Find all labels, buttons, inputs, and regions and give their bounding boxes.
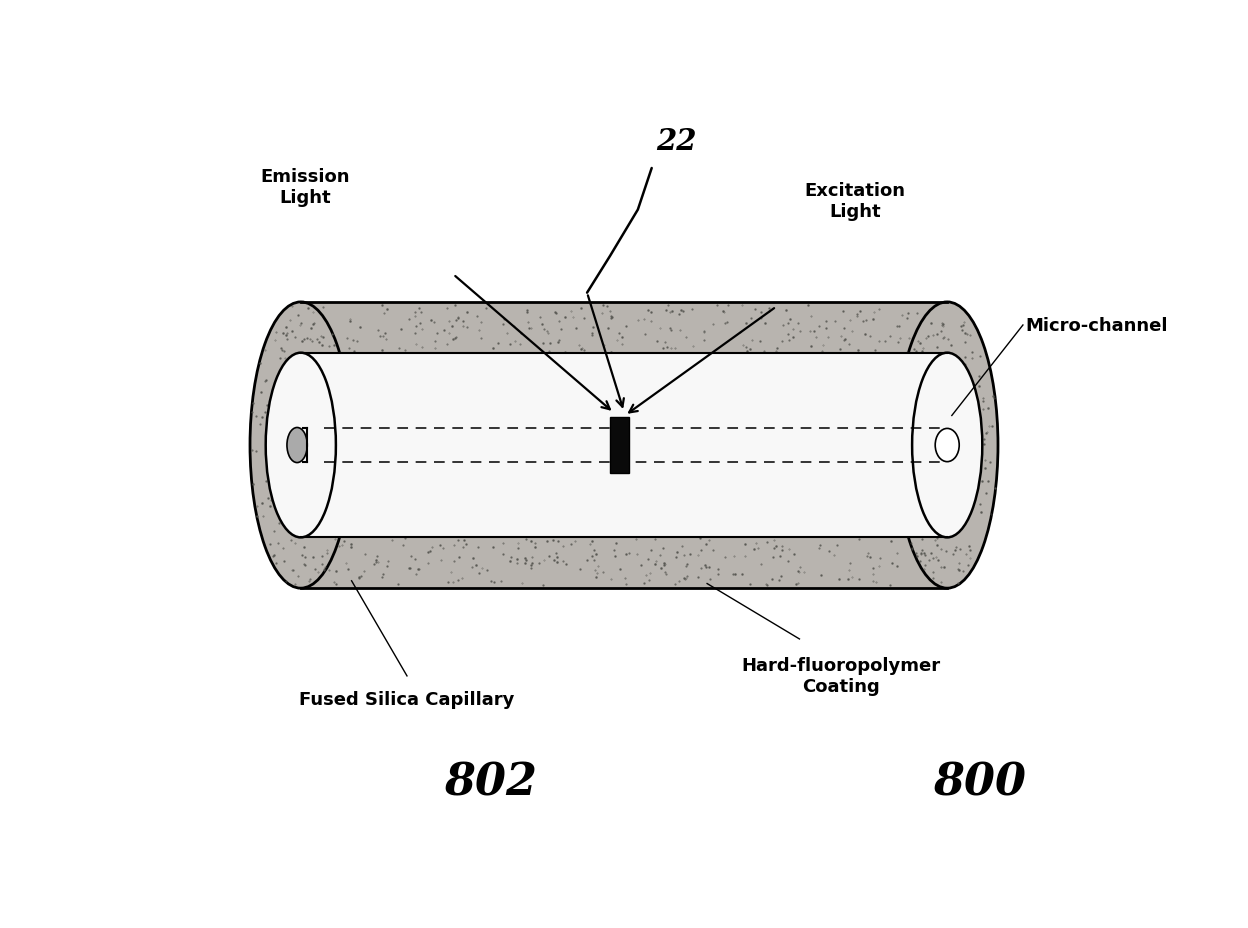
Ellipse shape (287, 428, 307, 463)
Text: 22: 22 (656, 126, 696, 156)
Text: Excitation
Light: Excitation Light (805, 182, 905, 221)
Text: 802: 802 (443, 761, 537, 804)
Text: Emission
Light: Emission Light (261, 168, 351, 207)
Ellipse shape (912, 354, 982, 538)
Text: Hard-fluoropolymer
Coating: Hard-fluoropolymer Coating (741, 657, 941, 696)
Ellipse shape (896, 303, 998, 588)
Ellipse shape (935, 429, 960, 462)
Polygon shape (301, 354, 947, 538)
Ellipse shape (250, 303, 352, 588)
Polygon shape (610, 418, 629, 473)
Text: Micro-channel: Micro-channel (1026, 316, 1168, 335)
Text: Fused Silica Capillary: Fused Silica Capillary (300, 690, 514, 708)
Polygon shape (301, 303, 947, 588)
Ellipse shape (266, 354, 336, 538)
Text: 800: 800 (934, 761, 1026, 804)
